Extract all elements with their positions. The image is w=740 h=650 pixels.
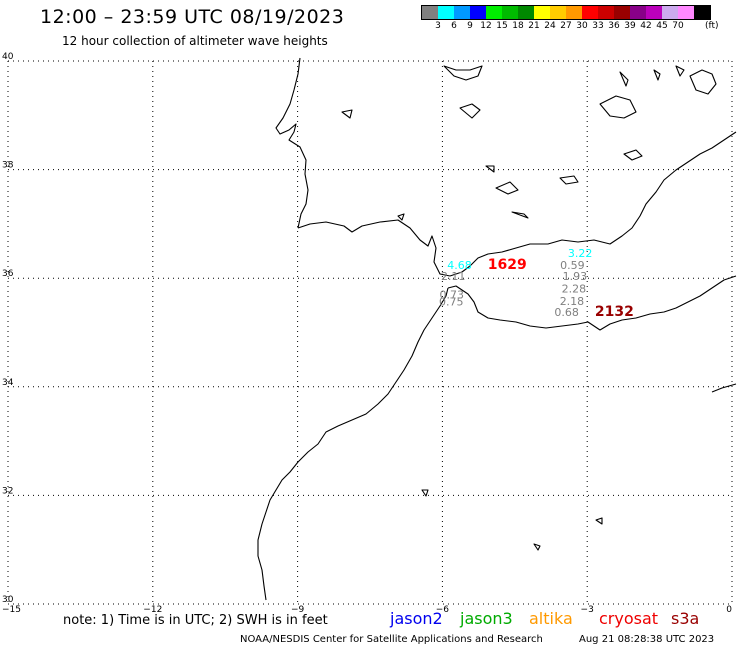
latitude-label: 36 (2, 269, 14, 279)
colorbar-swatch (518, 6, 534, 19)
spain-mediterranean-coast (449, 131, 737, 277)
wave-height-value: 1.93 (563, 270, 588, 283)
coast-fragment (595, 517, 603, 525)
coast-fragment (495, 181, 519, 195)
morocco-atlantic-coast (257, 287, 449, 601)
wave-height-value: 1629 (488, 257, 527, 273)
colorbar-unit: (ft) (705, 21, 719, 31)
footer-generated-time: Aug 21 08:28:38 UTC 2023 (579, 634, 715, 645)
latitude-label: 34 (2, 378, 14, 388)
colorbar-label: 21 (528, 21, 540, 31)
portugal-coast (275, 57, 309, 229)
wave-height-value: 2132 (595, 304, 634, 320)
colorbar-label: 9 (467, 21, 473, 31)
footer-note: note: 1) Time is in UTC; 2) SWH is in fe… (63, 613, 328, 628)
colorbar-label: 30 (576, 21, 588, 31)
legend-jason3: jason3 (460, 609, 513, 628)
wave-height-value: 0.59 (560, 259, 585, 272)
wave-height-value: 3.22 (568, 247, 593, 260)
legend-altika: altika (529, 609, 573, 628)
longitude-label: 0 (726, 605, 732, 615)
colorbar-swatch (534, 6, 550, 19)
colorbar-swatch (438, 6, 454, 19)
latitude-label: 32 (2, 486, 13, 496)
colorbar-swatch (646, 6, 662, 19)
coast-fragment (459, 103, 481, 119)
wave-height-value: 0.73 (440, 288, 465, 301)
wave-height-value: 4.68 (447, 259, 472, 272)
grid-lines (7, 60, 733, 605)
algeria-coast (711, 383, 737, 393)
wave-height-value: 0.75 (439, 295, 464, 308)
colorbar-swatch (454, 6, 470, 19)
colorbar-label: 36 (608, 21, 620, 31)
wave-height-value: 2.28 (562, 282, 587, 295)
legend-cryosat: cryosat (599, 609, 659, 628)
colorbar-label: 12 (480, 21, 492, 31)
colorbar-label: 33 (592, 21, 604, 31)
colorbar-swatch (550, 6, 566, 19)
colorbar-swatch (422, 6, 438, 19)
colorbar-label: 42 (640, 21, 652, 31)
colorbar-swatch (486, 6, 502, 19)
longitude-label: −6 (436, 605, 450, 615)
coast-fragment (619, 71, 629, 87)
colorbar-label: 45 (656, 21, 668, 31)
mallorca-outline (599, 95, 637, 119)
colorbar-label: 3 (435, 21, 441, 31)
wave-height-observations: 3.22 4.68 1629 0.59 2.11 1.932.28 0.730.75 2.18… (439, 247, 634, 320)
colorbar-swatch (630, 6, 646, 19)
colorbar-swatch (614, 6, 630, 19)
coast-fragment (533, 543, 541, 551)
colorbar-swatch (470, 6, 486, 19)
longitude-label: −3 (581, 605, 594, 615)
legend-s3a: s3a (671, 609, 700, 628)
coast-fragment (443, 65, 483, 81)
axis-labels: 40 38 36 34 32 30−15 −12 −9 −6 −3 0 (2, 52, 732, 615)
coast-fragment (653, 69, 661, 81)
chart-title: 12:00 – 23:59 UTC 08/19/2023 (40, 6, 345, 28)
coast-fragment (341, 109, 353, 119)
colorbar-swatch (566, 6, 582, 19)
latitude-label: 40 (2, 52, 14, 62)
coastline (257, 57, 737, 601)
coast-fragment (421, 489, 429, 497)
colorbar-labels: (ft) 3 6 9 12 15 18 21 24 27 30 33 36 39 42 45 70 (421, 21, 740, 33)
spain-gulf-of-cadiz-coast (297, 219, 451, 277)
coast-fragment (485, 165, 495, 173)
colorbar-label: 27 (560, 21, 572, 31)
colorbar-swatch (678, 6, 694, 19)
colorbar-label: 6 (451, 21, 457, 31)
colorbar-swatch (598, 6, 614, 19)
longitude-label: −12 (143, 605, 162, 615)
latitude-label: 30 (2, 595, 14, 605)
colorbar-label: 39 (624, 21, 636, 31)
coast-fragment (623, 149, 643, 161)
longitude-label: −15 (2, 605, 21, 615)
coast-fragment (559, 175, 579, 185)
colorbar-swatch (694, 6, 710, 19)
coast-fragment (675, 65, 685, 77)
colorbar-swatch (582, 6, 598, 19)
wave-height-value: 2.18 (560, 295, 585, 308)
colorbar-label: 15 (496, 21, 508, 31)
longitude-label: −9 (291, 605, 305, 615)
colorbar-swatch (662, 6, 678, 19)
wave-height-value: 0.68 (554, 306, 579, 319)
colorbar-label: 18 (512, 21, 524, 31)
wave-height-value: 2.11 (441, 270, 466, 283)
coast-fragment (511, 211, 529, 219)
colorbar (421, 5, 711, 20)
island-fragment (689, 69, 717, 95)
morocco-mediterranean-coast (447, 275, 737, 331)
coast-fragment (397, 213, 405, 221)
colorbar-label: 24 (544, 21, 556, 31)
legend-jason2: jason2 (390, 609, 443, 628)
colorbar-swatch (502, 6, 518, 19)
footer-credit: NOAA/NESDIS Center for Satellite Applica… (240, 634, 543, 645)
chart-subtitle: 12 hour collection of altimeter wave hei… (62, 34, 328, 48)
colorbar-label: 70 (672, 21, 684, 31)
latitude-label: 38 (2, 161, 14, 171)
